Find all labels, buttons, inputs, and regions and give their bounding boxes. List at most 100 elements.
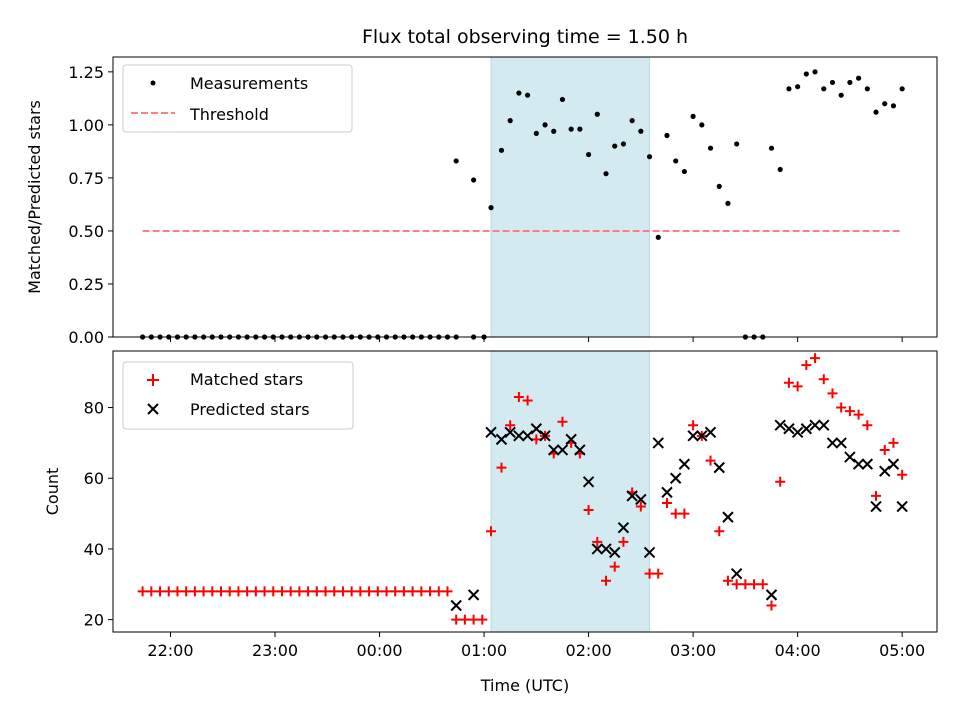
legend-label-threshold: Threshold <box>189 105 269 124</box>
measurement-point <box>516 90 522 96</box>
matched-star-point <box>355 586 366 597</box>
measurement-point <box>681 168 687 175</box>
predicted-star-point <box>600 543 612 555</box>
y-tick-label: 1.00 <box>68 116 104 135</box>
predicted-star-point <box>861 458 874 470</box>
top-legend: Measurements Threshold <box>122 64 353 133</box>
measurement-point <box>899 86 905 92</box>
measurement-point <box>629 118 635 124</box>
predicted-star-point <box>467 589 480 601</box>
matched-star-point <box>207 586 218 597</box>
matched-star-point <box>557 416 568 427</box>
predicted-star-point <box>809 419 821 431</box>
measurement-point <box>471 177 477 183</box>
predicted-star-point <box>652 437 664 449</box>
predicted-star-point <box>548 444 560 456</box>
predicted-star-point <box>530 423 543 435</box>
measurement-point <box>594 111 600 117</box>
matched-star-point <box>862 420 873 431</box>
measurement-point <box>716 183 722 189</box>
bottom-panel: 20 40 60 80 22:00 23:00 00:00 01:00 02:00 03:00 0… <box>43 350 938 695</box>
matched-star-point <box>146 586 157 597</box>
measurement-point <box>673 158 679 164</box>
predicted-star-point <box>485 426 497 439</box>
predicted-star-point <box>687 430 699 442</box>
matched-star-point <box>818 374 829 385</box>
bottom-legend-box <box>122 361 354 430</box>
matched-star-point <box>459 614 470 625</box>
matched-star-point <box>181 586 192 597</box>
matched-star-point <box>189 586 200 597</box>
matched-star-point <box>390 586 401 597</box>
measurement-point <box>725 200 731 206</box>
matched-star-point <box>407 586 418 597</box>
legend-marker-measurements <box>150 80 156 86</box>
matched-star-point <box>775 476 786 487</box>
predicted-star-point <box>870 500 882 513</box>
measurement-point <box>542 122 548 128</box>
y-tick-label: 60 <box>84 469 104 488</box>
y-tick-label: 20 <box>84 611 104 630</box>
measurement-point <box>568 126 574 132</box>
predicted-star-point <box>713 461 725 474</box>
predicted-star-point <box>643 546 656 559</box>
matched-star-point <box>486 526 497 537</box>
matched-star-point <box>722 575 733 586</box>
y-tick-label: 0.25 <box>68 275 104 294</box>
matched-star-point <box>749 579 760 590</box>
observing-interval-shade <box>490 56 651 338</box>
top-plot-area <box>140 69 905 340</box>
top-axes-frame <box>112 56 938 338</box>
matched-star-point <box>705 455 716 466</box>
predicted-star-point <box>513 430 525 442</box>
predicted-star-point <box>539 430 551 442</box>
predicted-star-point <box>591 543 604 555</box>
measurement-point <box>655 234 661 240</box>
matched-star-point <box>259 586 270 597</box>
predicted-star-point <box>495 433 508 446</box>
measurement-point <box>803 71 809 77</box>
matched-star-point <box>653 568 664 579</box>
predicted-star-point <box>730 567 743 580</box>
measurement-point <box>603 171 609 177</box>
matched-star-point <box>337 586 348 597</box>
matched-star-point <box>224 586 235 597</box>
predicted-star-point <box>609 546 621 559</box>
matched-star-point <box>836 402 847 413</box>
predicted-star-point <box>887 458 900 470</box>
predicted-star-point <box>791 426 804 439</box>
predicted-star-point <box>617 522 630 534</box>
measurement-point <box>507 118 513 124</box>
matched-star-point <box>496 462 507 473</box>
predicted-star-point <box>565 433 577 446</box>
measurement-point <box>777 166 783 173</box>
measurement-point <box>612 143 618 149</box>
matched-star-point <box>294 586 305 597</box>
measurement-point <box>498 147 505 153</box>
y-tick-label: 0.50 <box>68 222 104 241</box>
predicted-star-point <box>556 444 569 456</box>
bottom-legend: Matched stars Predicted stars <box>122 361 354 430</box>
x-tick-label: 00:00 <box>356 641 402 660</box>
measurement-point <box>786 86 792 92</box>
predicted-star-point <box>521 430 534 442</box>
bottom-y-axis-label: Count <box>43 468 62 516</box>
observing-interval-shade-bottom <box>490 350 651 633</box>
matched-star-point <box>364 586 375 597</box>
top-y-axis: 0.00 0.25 0.50 0.75 1.00 1.25 <box>68 63 113 347</box>
legend-marker-predicted-stars <box>147 403 159 415</box>
predicted-star-point <box>450 599 462 612</box>
predicted-star-point <box>765 589 778 601</box>
top-x-axis <box>169 337 903 342</box>
y-tick-label: 0.75 <box>68 169 104 188</box>
matched-star-point <box>442 586 453 597</box>
bottom-axes-frame <box>112 350 938 633</box>
top-y-axis-label: Matched/Predicted stars <box>25 100 44 294</box>
measurement-point <box>873 109 879 115</box>
matched-star-point <box>505 420 516 431</box>
matched-star-point <box>216 586 227 597</box>
measurement-point <box>533 130 539 136</box>
matched-star-point <box>416 586 427 597</box>
matched-star-point <box>522 395 533 406</box>
